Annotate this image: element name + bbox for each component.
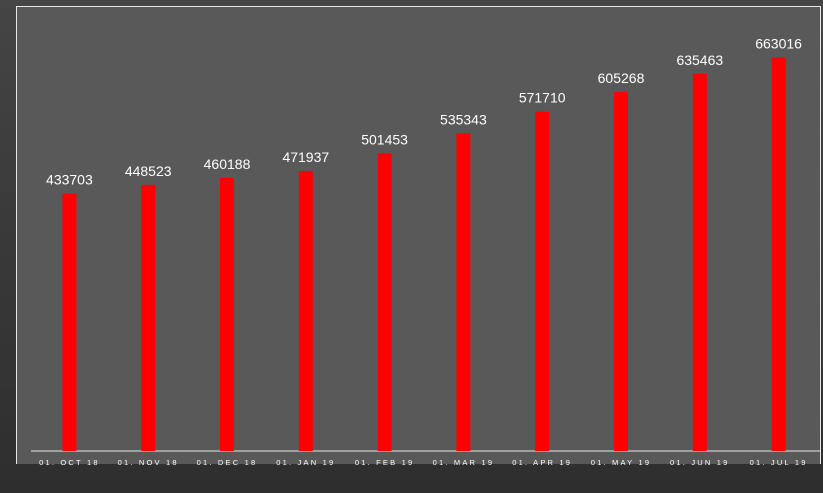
bar (62, 193, 77, 451)
x-tick-label: 01. MAR 19 (433, 458, 495, 467)
bar (535, 111, 550, 451)
x-tick-label: 01. JAN 19 (276, 458, 335, 467)
data-label: 448523 (125, 163, 172, 179)
data-label: 535343 (440, 111, 487, 127)
x-tick-label: 01. JUL 19 (750, 458, 808, 467)
data-label: 471937 (282, 149, 329, 165)
x-tick-label: 01. MAY 19 (591, 458, 652, 467)
bar (456, 133, 471, 451)
data-label: 501453 (361, 131, 408, 147)
data-label: 433703 (46, 172, 93, 188)
x-tick-label: 01. FEB 19 (355, 458, 415, 467)
x-tick-label: 01. OCT 18 (39, 458, 100, 467)
x-tick-label: 01. NOV 18 (118, 458, 179, 467)
bar (692, 73, 707, 451)
x-tick-label: 01. JUN 19 (670, 458, 730, 467)
x-tick-label: 01. APR 19 (512, 458, 572, 467)
bar (771, 57, 786, 452)
data-label: 460188 (204, 156, 251, 172)
data-label: 571710 (519, 90, 566, 106)
bar (377, 153, 392, 451)
bar (298, 170, 313, 452)
bar (220, 177, 234, 452)
data-label: 663016 (755, 36, 802, 52)
data-label: 635463 (676, 52, 723, 68)
bar (614, 91, 628, 451)
bar (141, 184, 156, 451)
data-label: 605268 (598, 70, 645, 86)
x-tick-label: 01. DEC 18 (197, 458, 258, 467)
